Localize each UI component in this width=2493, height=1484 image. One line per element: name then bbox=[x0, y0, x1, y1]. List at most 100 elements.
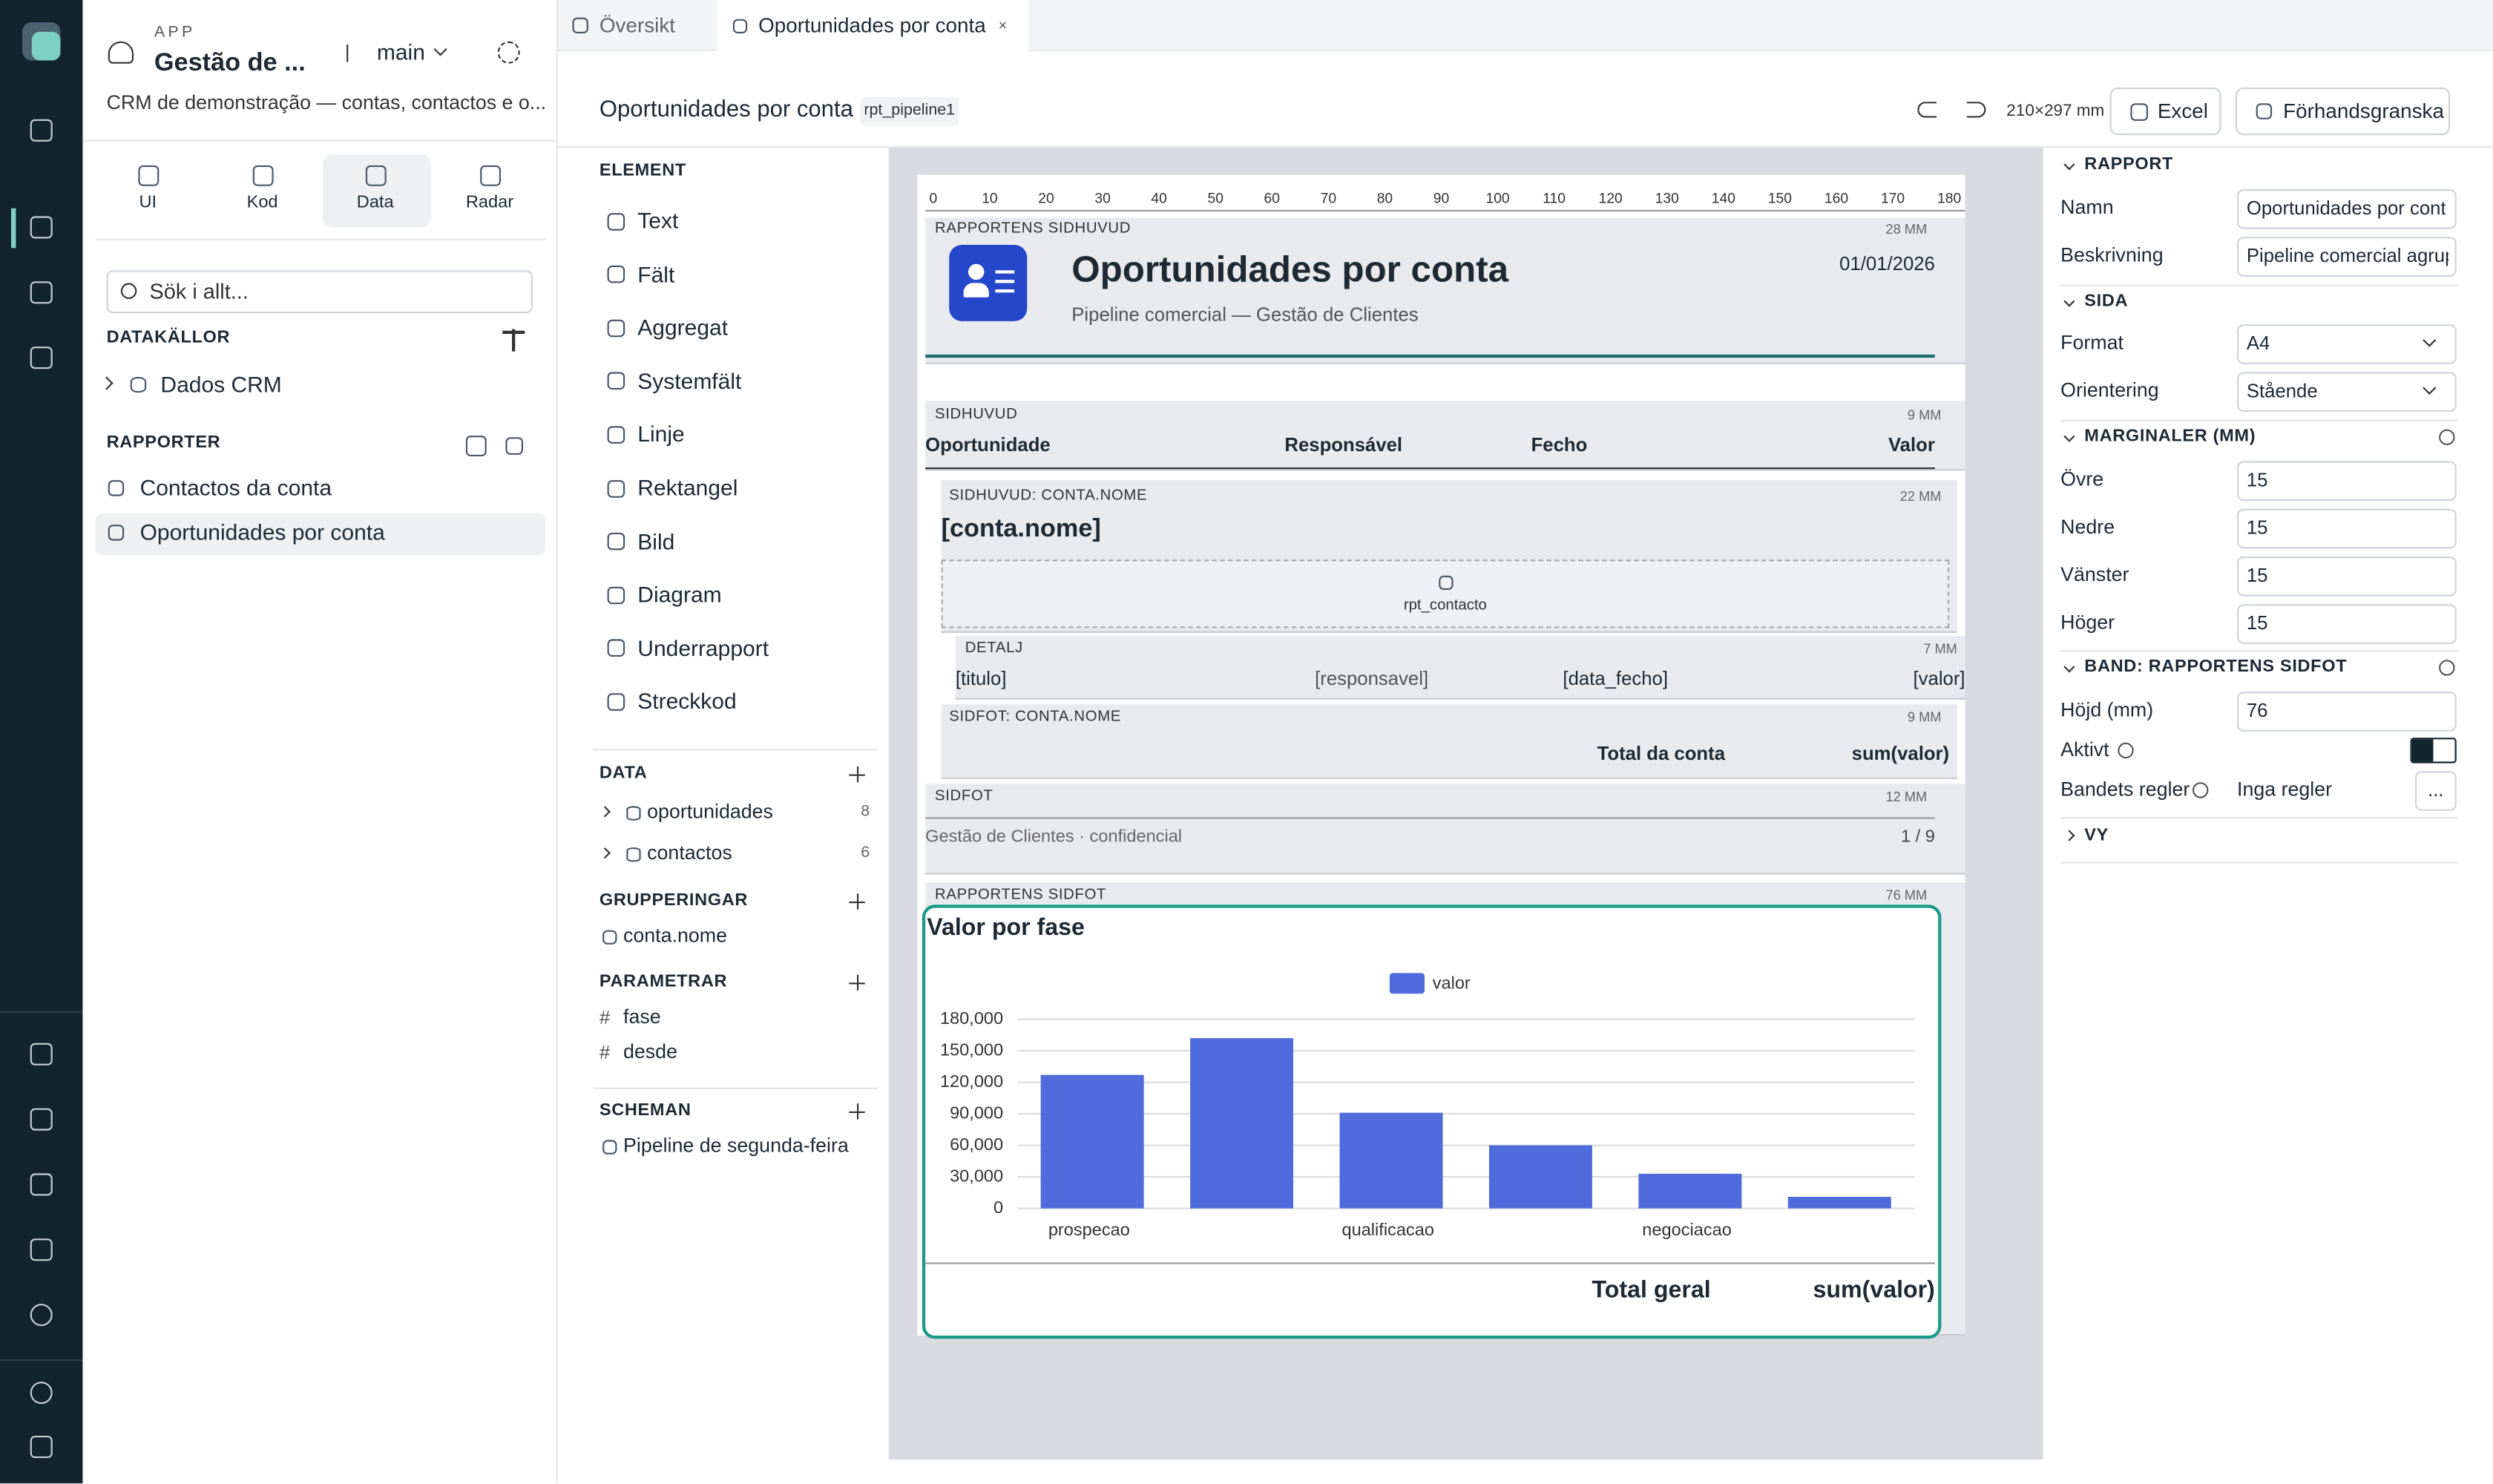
element[interactable]: Text bbox=[637, 207, 679, 234]
datasource[interactable]: Dados CRM bbox=[160, 371, 282, 397]
tab[interactable]: Översikt bbox=[599, 13, 676, 37]
select[interactable] bbox=[2237, 324, 2457, 364]
grouping[interactable]: conta.nome bbox=[623, 925, 727, 948]
section-title[interactable]: SIDA bbox=[2084, 292, 2129, 311]
parameter[interactable]: desde bbox=[623, 1040, 677, 1063]
nav-tab[interactable]: Data bbox=[356, 193, 394, 212]
toolbar-preview[interactable]: Förhandsgranska bbox=[2283, 99, 2444, 123]
doc-icon bbox=[732, 18, 747, 33]
add-button[interactable] bbox=[857, 974, 859, 991]
section-title[interactable]: BAND: RAPPORTENS SIDFOT bbox=[2084, 657, 2348, 677]
parameter[interactable]: fase bbox=[623, 1005, 661, 1028]
selected-band[interactable] bbox=[922, 904, 1942, 1339]
nav-tab[interactable]: UI bbox=[139, 193, 157, 212]
rail-icon[interactable] bbox=[30, 347, 53, 370]
add-button[interactable] bbox=[857, 1103, 859, 1120]
field-value[interactable]: Stående bbox=[2246, 379, 2318, 402]
element[interactable]: Fält bbox=[637, 260, 675, 287]
add-button[interactable] bbox=[857, 766, 859, 783]
redo[interactable] bbox=[1966, 102, 1986, 118]
rail-icon[interactable] bbox=[30, 1043, 53, 1066]
excel-button[interactable] bbox=[2109, 87, 2221, 136]
undo[interactable] bbox=[1917, 102, 1937, 118]
preview-button[interactable] bbox=[2235, 87, 2451, 136]
toolbar-excel[interactable]: Excel bbox=[2157, 99, 2208, 123]
add-button[interactable] bbox=[849, 982, 865, 985]
add-button[interactable] bbox=[849, 1111, 865, 1114]
tab[interactable]: Oportunidades por conta bbox=[758, 13, 986, 37]
element[interactable]: Underrapport bbox=[637, 634, 769, 661]
nav-tab[interactable]: Kod bbox=[246, 193, 278, 212]
field-value[interactable]: 15 bbox=[2246, 611, 2268, 634]
rail-icon[interactable] bbox=[30, 1435, 53, 1458]
element-icon bbox=[606, 319, 625, 337]
chevron[interactable] bbox=[2063, 661, 2075, 673]
nav-tab[interactable]: Radar bbox=[465, 193, 514, 212]
element[interactable]: Rektangel bbox=[637, 474, 738, 501]
settings[interactable] bbox=[497, 41, 520, 64]
rail-icon[interactable] bbox=[30, 1304, 53, 1327]
page-footer-height: 12 MM bbox=[1885, 788, 1928, 805]
add-button[interactable] bbox=[849, 902, 865, 904]
section-title[interactable]: MARGINALER (MM) bbox=[2084, 427, 2256, 446]
input[interactable] bbox=[2237, 188, 2457, 229]
rail-icon[interactable] bbox=[30, 1238, 53, 1261]
search[interactable] bbox=[106, 270, 533, 314]
section-title[interactable]: VY bbox=[2084, 826, 2109, 845]
field-value[interactable]: Pipeline comercial agrup bbox=[2246, 244, 2448, 267]
field-value[interactable]: Oportunidades por cont bbox=[2246, 197, 2446, 220]
divider bbox=[593, 749, 878, 751]
field-value[interactable]: 76 bbox=[2246, 699, 2268, 722]
section-title[interactable]: RAPPORT bbox=[2084, 154, 2174, 174]
report-item[interactable]: Oportunidades por conta bbox=[139, 519, 385, 545]
rail-icon[interactable] bbox=[30, 216, 53, 239]
schedule[interactable]: Pipeline de segunda-feira bbox=[623, 1134, 849, 1157]
divider bbox=[2060, 650, 2458, 652]
app-branch[interactable]: main bbox=[376, 39, 425, 65]
rail-icon[interactable] bbox=[30, 1108, 53, 1131]
more-button[interactable] bbox=[2415, 771, 2457, 811]
select[interactable] bbox=[2237, 371, 2457, 411]
report-footer-total: sum(valor) bbox=[1813, 1276, 1935, 1304]
rail-icon[interactable] bbox=[30, 1173, 53, 1196]
chevron[interactable] bbox=[2063, 430, 2075, 442]
element[interactable]: Diagram bbox=[637, 581, 722, 608]
report-item[interactable]: Contactos da conta bbox=[139, 474, 332, 501]
element[interactable]: Systemfält bbox=[637, 367, 742, 394]
rail-icon[interactable] bbox=[30, 119, 53, 142]
element[interactable]: Aggregat bbox=[637, 314, 729, 341]
input[interactable] bbox=[2237, 236, 2457, 276]
add-button[interactable] bbox=[849, 774, 865, 777]
band bbox=[925, 217, 1965, 364]
field-value[interactable]: 15 bbox=[2246, 468, 2268, 491]
input[interactable] bbox=[2237, 555, 2457, 596]
group-header-field: [conta.nome] bbox=[941, 516, 1101, 543]
element[interactable]: Linje bbox=[637, 421, 685, 447]
field-value[interactable]: 15 bbox=[2246, 564, 2268, 587]
data-item[interactable]: contactos bbox=[647, 841, 732, 864]
chevron[interactable] bbox=[2063, 830, 2075, 841]
field-value[interactable]: A4 bbox=[2246, 332, 2270, 355]
more-button-label[interactable]: ... bbox=[2428, 778, 2444, 801]
reports-title: RAPPORTER bbox=[106, 433, 221, 453]
divider bbox=[2060, 419, 2458, 421]
input[interactable] bbox=[2237, 460, 2457, 500]
groupings-title: GRUPPERINGAR bbox=[599, 890, 749, 910]
add-button[interactable] bbox=[857, 893, 859, 910]
toggle[interactable] bbox=[2410, 738, 2457, 764]
page-header-columns: Valor bbox=[1888, 433, 1935, 456]
chevron[interactable] bbox=[2063, 159, 2075, 171]
tab-close[interactable]: × bbox=[998, 17, 1007, 33]
input[interactable] bbox=[2237, 508, 2457, 548]
input[interactable] bbox=[2237, 603, 2457, 643]
group-header-subreport: rpt_contacto bbox=[1403, 597, 1487, 614]
chevron[interactable] bbox=[2063, 295, 2075, 307]
element[interactable]: Streckkod bbox=[637, 688, 737, 715]
data-item[interactable]: oportunidades bbox=[647, 800, 773, 823]
rail-icon[interactable] bbox=[30, 1382, 53, 1405]
rail-icon[interactable] bbox=[30, 281, 53, 304]
input[interactable] bbox=[2237, 691, 2457, 731]
field-value[interactable]: 15 bbox=[2246, 516, 2268, 539]
element[interactable]: Bild bbox=[637, 528, 675, 554]
detail-fields: [responsavel] bbox=[1315, 667, 1429, 690]
